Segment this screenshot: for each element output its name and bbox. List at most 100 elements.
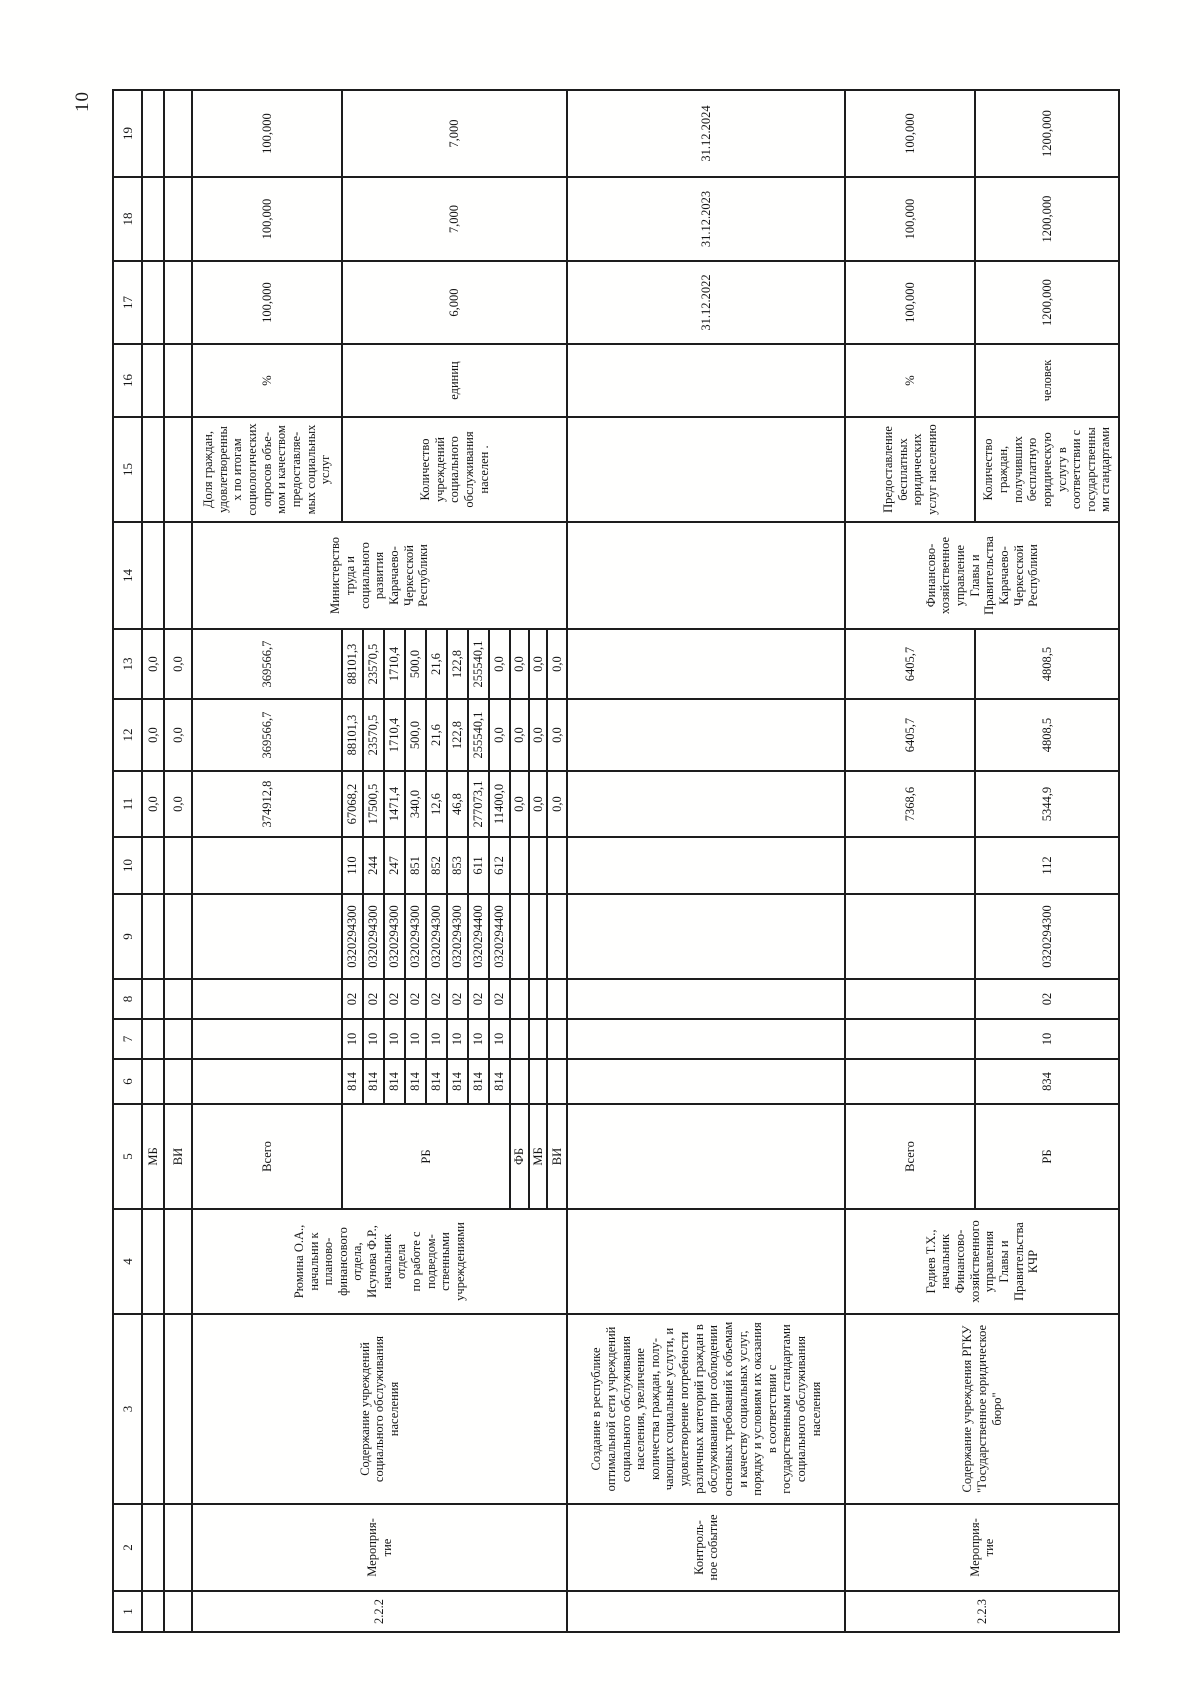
amount-2024: 0,0: [510, 629, 529, 699]
rz-code: 10: [489, 1019, 510, 1059]
page-number: 10: [72, 91, 93, 112]
indicator-value-2023: 100,000: [845, 177, 976, 261]
grbs-code: 814: [342, 1059, 363, 1104]
empty-cell: [164, 1209, 192, 1314]
rz-code: 10: [447, 1019, 468, 1059]
empty-cell: [567, 1104, 846, 1209]
empty-cell: [528, 837, 548, 894]
amount-2023: 6405,7: [845, 699, 976, 771]
indicator-name: Предоставление бесплатных юридических ус…: [845, 417, 976, 522]
vr-code: 611: [468, 837, 489, 894]
amount-2024: 0,0: [142, 629, 164, 699]
indicator-unit: человек: [975, 344, 1120, 417]
empty-cell: [510, 979, 529, 1019]
pr-code: 02: [447, 979, 468, 1019]
budget-source: РБ: [342, 1104, 510, 1209]
csr-code: 0320294300: [447, 894, 468, 979]
empty-cell: [142, 979, 164, 1019]
amount-2022: 0,0: [164, 771, 192, 837]
vr-code: 851: [405, 837, 426, 894]
empty-cell: [192, 837, 342, 894]
empty-cell: [845, 1019, 976, 1059]
pr-code: 02: [342, 979, 363, 1019]
csr-code: 0320294300: [363, 894, 384, 979]
amount-2024: 0,0: [164, 629, 192, 699]
csr-code: 0320294300: [384, 894, 405, 979]
empty-cell: [567, 1059, 846, 1104]
amount-2022: 67068,2: [342, 771, 363, 837]
column-number-header: 5: [113, 1104, 142, 1209]
empty-cell: [567, 417, 846, 522]
budget-source: ВИ: [164, 1104, 192, 1209]
indicator-value-2022: 1200,000: [975, 261, 1120, 344]
empty-cell: [845, 837, 976, 894]
empty-cell: [142, 1019, 164, 1059]
empty-cell: [567, 1019, 846, 1059]
amount-2023: 369566,7: [192, 699, 342, 771]
empty-cell: [567, 699, 846, 771]
column-number-header: 12: [113, 699, 142, 771]
measure-title: Содержание учреждения РГКУ "Государствен…: [845, 1314, 1120, 1504]
empty-cell: [528, 894, 548, 979]
empty-cell: [142, 1209, 164, 1314]
amount-2022: 17500,5: [363, 771, 384, 837]
column-number-header: 15: [113, 417, 142, 522]
rz-code: 10: [405, 1019, 426, 1059]
column-number-header: 18: [113, 177, 142, 261]
empty-cell: [164, 90, 192, 177]
vr-code: 110: [342, 837, 363, 894]
empty-cell: [528, 979, 548, 1019]
indicator-value-2023: 1200,000: [975, 177, 1120, 261]
empty-cell: [164, 837, 192, 894]
amount-2023: 1710,4: [384, 699, 405, 771]
pr-code: 02: [426, 979, 447, 1019]
column-number-header: 17: [113, 261, 142, 344]
budget-source: ВИ: [547, 1104, 568, 1209]
column-number-header: 16: [113, 344, 142, 417]
grbs-code: 834: [975, 1059, 1120, 1104]
budget-source: ФБ: [510, 1104, 529, 1209]
empty-cell: [567, 1209, 846, 1314]
empty-cell: [845, 979, 976, 1019]
empty-cell: [567, 837, 846, 894]
amount-2023: 4808,5: [975, 699, 1120, 771]
amount-2024: 21,6: [426, 629, 447, 699]
csr-code: 0320294300: [405, 894, 426, 979]
budget-source: Всего: [192, 1104, 342, 1209]
executor: Министерство труда и социального развити…: [192, 522, 568, 629]
amount-2023: 0,0: [547, 699, 568, 771]
budget-source: РБ: [975, 1104, 1120, 1209]
rz-code: 10: [363, 1019, 384, 1059]
column-number-header: 6: [113, 1059, 142, 1104]
amount-2023: 255540,1: [468, 699, 489, 771]
empty-cell: [547, 1059, 568, 1104]
grbs-code: 814: [468, 1059, 489, 1104]
pr-code: 02: [489, 979, 510, 1019]
amount-2024: 6405,7: [845, 629, 976, 699]
empty-cell: [510, 1019, 529, 1059]
column-number-header: 19: [113, 90, 142, 177]
empty-cell: [142, 417, 164, 522]
grbs-code: 814: [447, 1059, 468, 1104]
amount-2024: 23570,5: [363, 629, 384, 699]
empty-cell: [192, 979, 342, 1019]
empty-cell: [192, 894, 342, 979]
grbs-code: 814: [363, 1059, 384, 1104]
empty-cell: [510, 894, 529, 979]
amount-2023: 23570,5: [363, 699, 384, 771]
empty-cell: [142, 522, 164, 629]
empty-cell: [567, 344, 846, 417]
empty-cell: [528, 1019, 548, 1059]
indicator-value-2022: 100,000: [192, 261, 342, 344]
amount-2023: 0,0: [164, 699, 192, 771]
indicator-value-2023: 7,000: [342, 177, 568, 261]
empty-cell: [164, 979, 192, 1019]
column-number-header: 1: [113, 1591, 142, 1632]
vr-code: 612: [489, 837, 510, 894]
amount-2024: 369566,7: [192, 629, 342, 699]
column-number-header: 10: [113, 837, 142, 894]
empty-cell: [164, 1059, 192, 1104]
amount-2022: 7368,6: [845, 771, 976, 837]
amount-2023: 122,8: [447, 699, 468, 771]
column-number-header: 9: [113, 894, 142, 979]
